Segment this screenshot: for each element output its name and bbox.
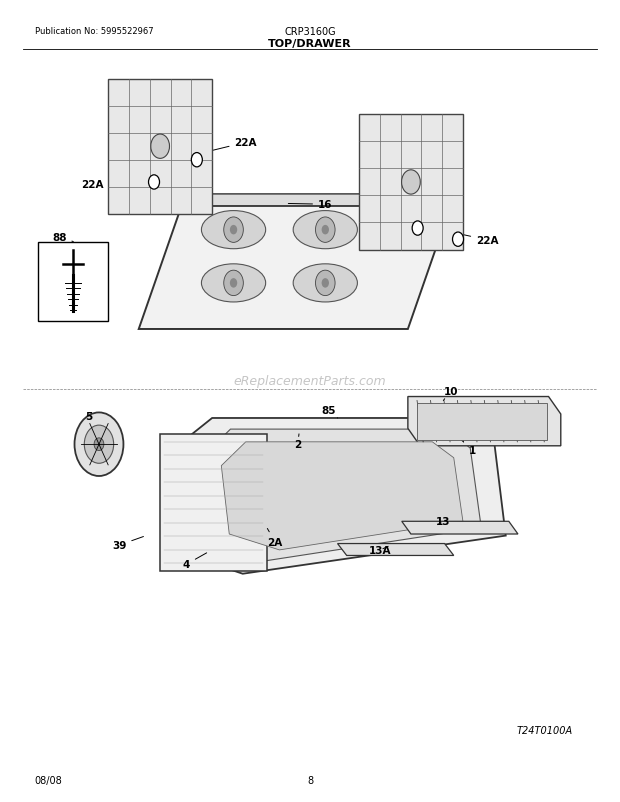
Polygon shape (108, 79, 212, 214)
Text: 20: 20 (404, 147, 418, 168)
Text: 13: 13 (436, 516, 451, 527)
Circle shape (230, 225, 237, 235)
Circle shape (149, 176, 159, 190)
Text: 9: 9 (507, 404, 518, 420)
Circle shape (402, 171, 420, 195)
Text: 22A: 22A (461, 235, 498, 245)
Circle shape (151, 135, 169, 159)
Ellipse shape (293, 211, 357, 249)
Circle shape (74, 413, 123, 476)
FancyBboxPatch shape (38, 242, 108, 322)
Text: 2: 2 (294, 435, 301, 450)
Text: 10: 10 (443, 387, 458, 401)
Circle shape (84, 426, 113, 464)
Polygon shape (163, 195, 451, 207)
Polygon shape (221, 442, 463, 550)
Circle shape (192, 153, 202, 168)
Text: 22: 22 (412, 224, 440, 234)
Polygon shape (408, 397, 560, 446)
Ellipse shape (293, 265, 357, 302)
Text: 22A: 22A (200, 138, 257, 154)
Polygon shape (203, 430, 481, 561)
Text: 16: 16 (288, 200, 332, 210)
Text: 08/08: 08/08 (35, 776, 63, 785)
Ellipse shape (202, 211, 265, 249)
Text: 1: 1 (462, 440, 476, 456)
Circle shape (322, 279, 329, 288)
Polygon shape (402, 521, 518, 534)
Polygon shape (172, 419, 506, 574)
Polygon shape (139, 207, 451, 330)
Circle shape (322, 225, 329, 235)
Text: 85: 85 (321, 406, 337, 419)
Text: 20: 20 (162, 104, 177, 126)
Circle shape (224, 217, 243, 243)
Polygon shape (160, 435, 267, 572)
Text: Publication No: 5995522967: Publication No: 5995522967 (35, 27, 153, 36)
Circle shape (316, 217, 335, 243)
Text: 8: 8 (307, 776, 313, 785)
Text: TOP/DRAWER: TOP/DRAWER (268, 38, 352, 49)
Text: 5: 5 (85, 412, 95, 427)
Text: 4: 4 (183, 553, 206, 569)
Text: 22A: 22A (82, 177, 137, 189)
Text: T24T0100A: T24T0100A (517, 725, 573, 735)
Ellipse shape (202, 265, 265, 302)
Circle shape (316, 271, 335, 296)
Text: 88: 88 (52, 233, 73, 242)
Polygon shape (337, 544, 454, 556)
Text: 88: 88 (47, 248, 61, 257)
Polygon shape (359, 115, 463, 250)
Circle shape (453, 233, 464, 247)
Circle shape (94, 439, 104, 451)
Text: 2A: 2A (267, 529, 283, 547)
Text: CRP3160G: CRP3160G (284, 27, 336, 37)
Text: eReplacementParts.com: eReplacementParts.com (234, 375, 386, 387)
Text: 39: 39 (112, 537, 143, 550)
Circle shape (230, 279, 237, 288)
Text: 13A: 13A (369, 545, 392, 555)
Circle shape (224, 271, 243, 296)
Polygon shape (417, 403, 547, 440)
Circle shape (412, 221, 423, 236)
